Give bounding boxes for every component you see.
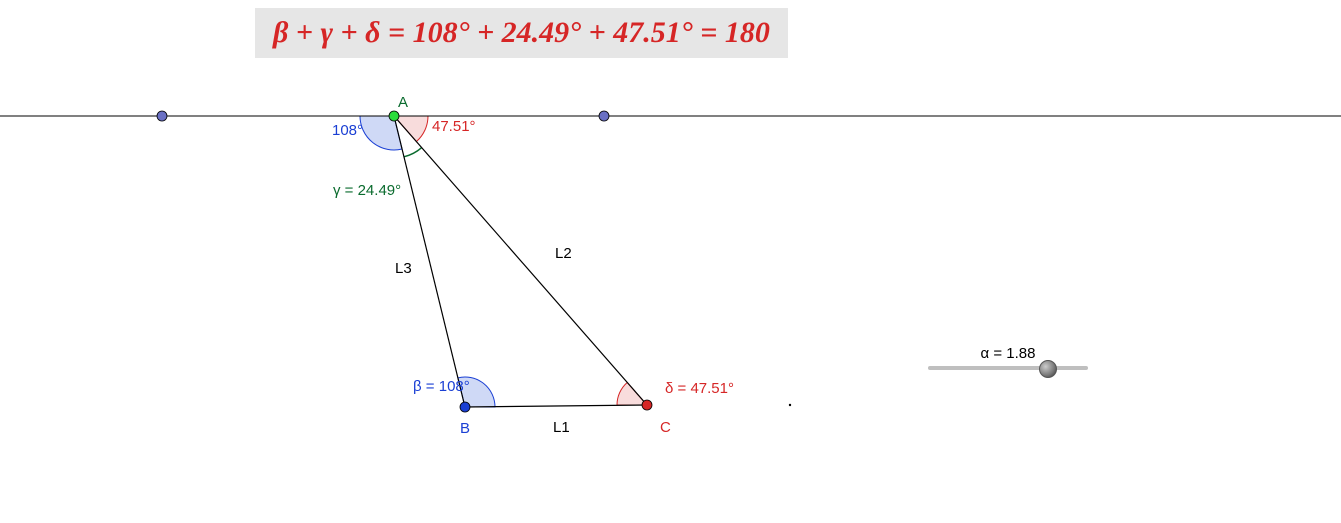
label-angle-top_red: 47.51° [432, 118, 476, 135]
line-point-2[interactable] [599, 111, 609, 121]
label-segment-L2: L2 [555, 245, 572, 262]
angle-gamma [404, 148, 422, 157]
label-segment-L3: L3 [395, 260, 412, 277]
stray-dot [789, 404, 791, 406]
label-point-b: B [460, 420, 470, 437]
geometry-canvas[interactable] [0, 0, 1341, 523]
point-a[interactable] [389, 111, 399, 121]
alpha-slider-thumb[interactable] [1039, 360, 1057, 378]
point-b[interactable] [460, 402, 470, 412]
label-angle-gamma: γ = 24.49° [333, 182, 401, 199]
label-segment-L1: L1 [553, 419, 570, 436]
alpha-slider[interactable]: α = 1.88 [928, 345, 1088, 370]
segment-L2[interactable] [394, 116, 647, 405]
line-point-1[interactable] [157, 111, 167, 121]
label-point-c: C [660, 419, 671, 436]
label-angle-beta: β = 108° [413, 378, 470, 395]
angle-delta [617, 382, 647, 405]
label-point-a: A [398, 94, 408, 111]
point-c[interactable] [642, 400, 652, 410]
label-angle-top_blue: 108° [332, 122, 363, 139]
alpha-slider-track[interactable] [928, 366, 1088, 370]
alpha-slider-label: α = 1.88 [928, 345, 1088, 362]
label-angle-delta: δ = 47.51° [665, 380, 734, 397]
